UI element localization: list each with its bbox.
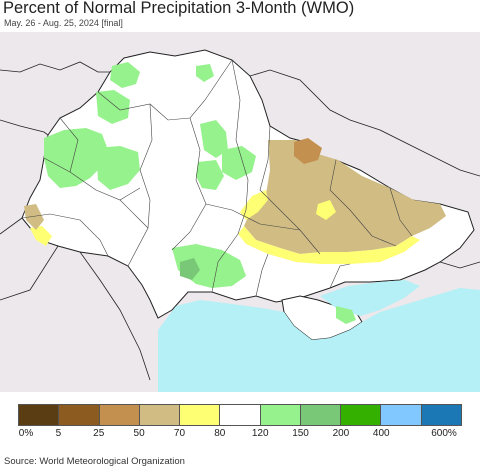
wet-150-central — [196, 160, 224, 190]
wet-200-south — [180, 258, 200, 280]
legend-swatch — [341, 405, 382, 425]
legend-label: 400 — [372, 428, 390, 439]
dry-70-zone — [238, 226, 420, 264]
legend-swatch — [421, 405, 461, 425]
legend-swatch — [139, 405, 181, 425]
azov-sea — [320, 280, 420, 316]
wet-150-north-c — [196, 64, 214, 82]
legend-swatch — [220, 405, 261, 425]
legend-label: 25 — [93, 428, 105, 439]
legend-swatch — [59, 405, 100, 425]
legend-swatch — [99, 405, 140, 425]
wet-150-northwest — [44, 128, 108, 188]
legend-swatch — [260, 405, 301, 425]
dry-70-southwest — [30, 226, 52, 246]
legend-labels: 0% 5 25 50 70 80 120 150 200 400 600% — [0, 428, 480, 442]
legend-label: 0% — [18, 428, 34, 439]
legend-label: 50 — [133, 428, 145, 439]
wet-150-center — [200, 120, 228, 158]
legend-swatch — [180, 405, 221, 425]
legend-label: 150 — [292, 428, 309, 439]
international-borders — [0, 61, 480, 381]
legend-label: 80 — [214, 428, 226, 439]
legend-label: 70 — [173, 428, 186, 439]
legend-label: 5 — [55, 428, 62, 439]
legend-swatch — [300, 405, 342, 425]
legend-swatch — [19, 405, 60, 425]
black-sea — [158, 288, 480, 392]
source-note: Source: World Meteorological Organizatio… — [4, 456, 185, 467]
precipitation-map — [0, 32, 480, 392]
legend-label: 600% — [431, 428, 457, 439]
dry-70-east-spot — [316, 200, 336, 220]
dry-70-west — [240, 190, 268, 220]
oblast-borders — [21, 59, 413, 297]
legend-swatch — [381, 405, 422, 425]
wet-150-north-b — [96, 90, 130, 124]
dry-50-southwest — [24, 204, 44, 230]
map-subtitle: May. 26 - Aug. 25, 2024 [final] — [4, 18, 123, 28]
wet-150-crimea — [336, 306, 356, 324]
wet-150-central-west — [96, 146, 140, 190]
dry-25-north — [294, 138, 322, 164]
legend-color-bar — [18, 404, 462, 426]
legend-label: 200 — [332, 428, 350, 439]
map-title: Percent of Normal Precipitation 3-Month … — [3, 0, 355, 17]
wet-150-center-east — [222, 146, 256, 180]
legend-label: 120 — [251, 428, 269, 439]
legend: 0% 5 25 50 70 80 120 150 200 400 600% — [0, 402, 480, 444]
dry-50-zone — [244, 140, 446, 254]
wet-150-north-a — [110, 62, 140, 88]
